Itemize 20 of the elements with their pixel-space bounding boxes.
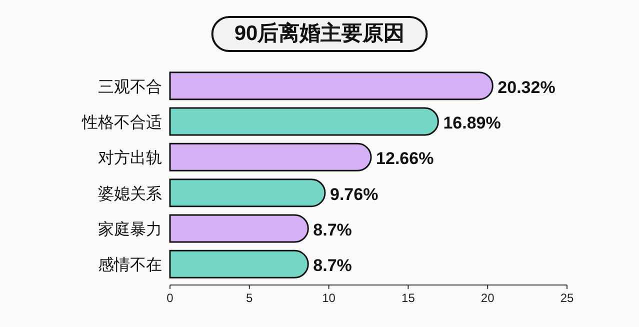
data-label: 16.89% bbox=[443, 114, 501, 132]
y-tick-label: 性格不合适 bbox=[81, 114, 162, 132]
y-tick-label: 家庭暴力 bbox=[98, 220, 162, 238]
chart-title: 90后离婚主要原因 bbox=[234, 21, 405, 45]
x-tick-label: 20 bbox=[480, 291, 495, 305]
title: 90后离婚主要原因 bbox=[211, 16, 428, 52]
x-tick-label: 15 bbox=[402, 291, 416, 305]
data-label: 20.32% bbox=[498, 78, 556, 97]
y-tick-label: 对方出轨 bbox=[98, 149, 162, 168]
y-tick-label: 婆媳关系 bbox=[98, 184, 162, 203]
data-label: 8.7% bbox=[313, 256, 352, 276]
x-tick-label: 25 bbox=[560, 291, 574, 305]
y-tick-label: 感情不在 bbox=[98, 256, 162, 274]
data-label: 8.7% bbox=[313, 220, 352, 240]
y-tick-label: 三观不合 bbox=[98, 78, 162, 96]
x-tick-label: 10 bbox=[322, 291, 336, 305]
data-label: 9.76% bbox=[330, 184, 378, 204]
x-tick-label: 5 bbox=[246, 291, 254, 305]
data-label: 12.66% bbox=[376, 149, 434, 168]
x-tick-label: 0 bbox=[166, 291, 174, 305]
